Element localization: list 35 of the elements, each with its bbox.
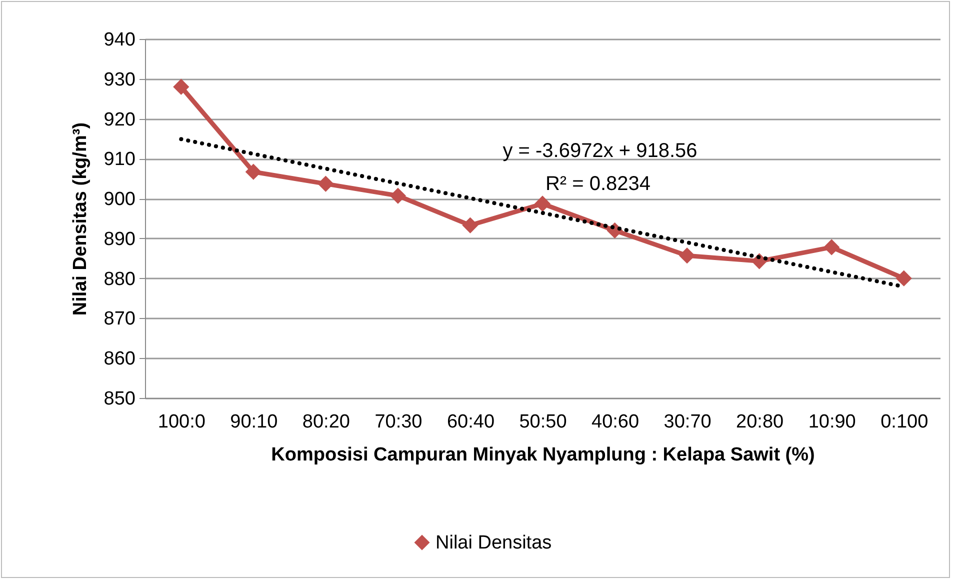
y-tick-label: 910 — [104, 149, 136, 170]
point — [245, 164, 262, 180]
annotation: y = -3.6972x + 918.56 — [502, 140, 698, 162]
x-tick-label: 60:40 — [446, 412, 494, 432]
x-tick-label: 0:100 — [880, 412, 928, 432]
y-tick-label: 870 — [104, 308, 136, 330]
y-tick-label: 850 — [104, 388, 136, 410]
y-tick-label: 890 — [104, 228, 136, 250]
x-tick-label: 20:80 — [736, 412, 784, 432]
y-tick-label: 940 — [104, 30, 136, 50]
y-tick-label: 930 — [104, 69, 136, 90]
x-tick-label: 70:30 — [374, 412, 422, 432]
y-tick-label: 900 — [104, 189, 136, 210]
point — [678, 248, 696, 264]
annotation: R² = 0.8234 — [545, 173, 651, 195]
x-tick-label: 30:70 — [664, 412, 712, 432]
x-tick-label: 10:90 — [808, 412, 856, 432]
point — [824, 239, 840, 256]
point — [534, 196, 551, 212]
x-tick-label: 40:60 — [592, 412, 640, 432]
y-tick-label: 920 — [104, 109, 136, 130]
point — [896, 270, 912, 286]
x-tick-label: 90:10 — [230, 412, 278, 432]
point — [390, 188, 406, 204]
y-tick-label: 860 — [104, 348, 136, 370]
y-tick-label: 880 — [104, 268, 136, 290]
y-axis-title: Nilai Densitas (kg/m³) — [70, 122, 91, 316]
x-axis-title: Komposisi Campuran Minyak Nyamplung : Kelapa Sawit (%) — [271, 444, 815, 466]
x-tick-label: 80:20 — [302, 412, 350, 432]
x-tick-label: 100:0 — [158, 412, 206, 432]
point — [318, 176, 334, 192]
legend-label: Nilai Densitas — [436, 532, 552, 554]
x-tick-label: 50:50 — [519, 412, 567, 432]
point — [173, 78, 190, 95]
point — [462, 217, 478, 234]
